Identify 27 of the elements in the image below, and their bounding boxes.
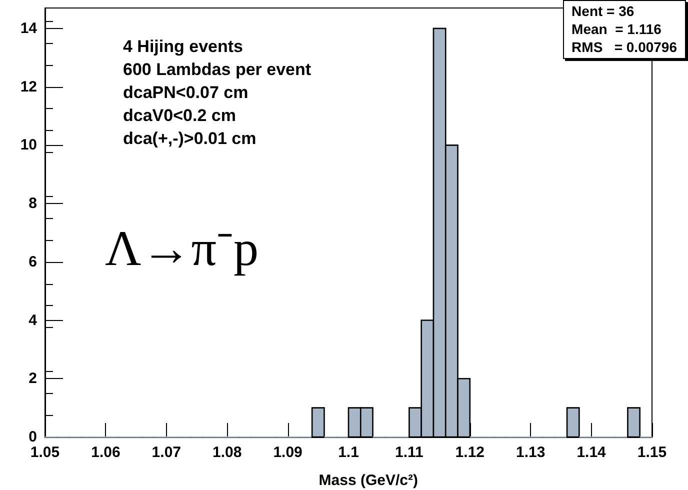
- x-tick-label: 1.05: [30, 444, 60, 461]
- annotation: dcaV0<0.2 cm: [123, 106, 236, 125]
- x-tick-label: 1.14: [576, 444, 607, 461]
- x-tick-label: 1.12: [455, 444, 484, 461]
- x-tick-label: 1.07: [152, 444, 181, 461]
- x-tick-label: 1.08: [212, 444, 242, 461]
- annotation: Λ→π⁻p: [105, 220, 258, 276]
- y-tick-label: 0: [28, 428, 37, 446]
- x-axis-title: Mass (GeV/c²): [318, 472, 418, 489]
- y-tick-label: 8: [28, 195, 37, 212]
- annotation: dca(+,-)>0.01 cm: [123, 129, 256, 148]
- x-tick-label: 1.15: [637, 444, 667, 461]
- annotation: 600 Lambdas per event: [123, 60, 312, 79]
- x-tick-label: 1.06: [91, 444, 120, 461]
- x-tick-label: 1.13: [516, 444, 546, 461]
- x-tick-label: 1.09: [273, 444, 302, 461]
- y-tick-label: 4: [28, 312, 38, 329]
- x-tick-label: 1.1: [338, 444, 359, 461]
- annotation: 4 Hijing events: [123, 37, 243, 56]
- y-tick-label: 10: [20, 136, 37, 154]
- x-tick-label: 1.11: [395, 444, 424, 461]
- y-tick-label: 2: [28, 370, 37, 388]
- stats-box: Nent = 36 Mean = 1.116 RMS = 0.00796: [562, 0, 686, 59]
- annotation: dcaPN<0.07 cm: [123, 83, 248, 102]
- y-tick-label: 6: [28, 253, 37, 270]
- y-tick-label: 14: [20, 20, 38, 37]
- y-tick-label: 12: [20, 78, 37, 96]
